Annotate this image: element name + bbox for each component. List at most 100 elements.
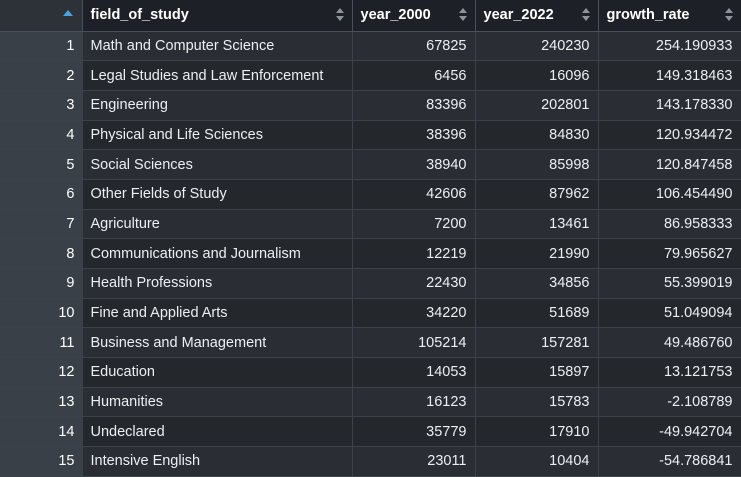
cell-field-of-study: Legal Studies and Law Enforcement xyxy=(82,60,353,91)
cell-growth-rate: -2.108789 xyxy=(598,387,741,418)
row-index: 4 xyxy=(0,120,83,151)
table-row[interactable]: 5 Social Sciences 38940 85998 120.847458 xyxy=(0,149,741,180)
cell-year-2022: 10404 xyxy=(475,446,599,477)
cell-year-2000: 42606 xyxy=(352,179,476,210)
table-row[interactable]: 12 Education 14053 15897 13.121753 xyxy=(0,357,741,388)
table-row[interactable]: 11 Business and Management 105214 157281… xyxy=(0,327,741,359)
cell-year-2022: 51689 xyxy=(475,298,599,329)
cell-growth-rate: 143.178330 xyxy=(598,90,741,121)
cell-growth-rate: 55.399019 xyxy=(598,268,741,299)
cell-growth-rate: 79.965627 xyxy=(598,238,741,269)
cell-year-2000: 67825 xyxy=(352,31,476,62)
table-row[interactable]: 6 Other Fields of Study 42606 87962 106.… xyxy=(0,179,741,210)
table-row[interactable]: 13 Humanities 16123 15783 -2.108789 xyxy=(0,387,741,418)
column-header-growth-rate[interactable]: growth_rate xyxy=(598,0,741,32)
cell-field-of-study: Undeclared xyxy=(82,416,353,448)
cell-year-2022: 34856 xyxy=(475,268,599,299)
column-header-label: field_of_study xyxy=(90,7,189,24)
cell-growth-rate: 13.121753 xyxy=(598,357,741,388)
row-index: 7 xyxy=(0,209,83,240)
cell-year-2022: 84830 xyxy=(475,120,599,151)
sort-toggle-icon[interactable] xyxy=(581,8,590,22)
column-header-label: year_2000 xyxy=(360,7,431,24)
cell-field-of-study: Agriculture xyxy=(82,209,353,240)
cell-year-2022: 16096 xyxy=(475,60,599,91)
table-body: 1 Math and Computer Science 67825 240230… xyxy=(0,31,741,477)
sort-ascending-icon xyxy=(63,10,73,16)
cell-year-2022: 15897 xyxy=(475,357,599,388)
cell-year-2022: 157281 xyxy=(475,327,599,359)
table-row[interactable]: 4 Physical and Life Sciences 38396 84830… xyxy=(0,120,741,151)
table-row[interactable]: 3 Engineering 83396 202801 143.178330 xyxy=(0,90,741,121)
cell-growth-rate: 149.318463 xyxy=(598,60,741,91)
cell-year-2000: 6456 xyxy=(352,60,476,91)
cell-growth-rate: 86.958333 xyxy=(598,209,741,240)
cell-year-2022: 85998 xyxy=(475,149,599,180)
row-index: 8 xyxy=(0,238,83,269)
cell-field-of-study: Health Professions xyxy=(82,268,353,299)
row-index: 6 xyxy=(0,179,83,210)
cell-field-of-study: Fine and Applied Arts xyxy=(82,298,353,329)
cell-year-2000: 38940 xyxy=(352,149,476,180)
cell-year-2000: 22430 xyxy=(352,268,476,299)
cell-growth-rate: 120.934472 xyxy=(598,120,741,151)
row-index: 12 xyxy=(0,357,83,388)
sort-toggle-icon[interactable] xyxy=(724,8,733,22)
cell-growth-rate: 49.486760 xyxy=(598,327,741,359)
cell-field-of-study: Business and Management xyxy=(82,327,353,359)
cell-year-2000: 38396 xyxy=(352,120,476,151)
column-header-year-2022[interactable]: year_2022 xyxy=(475,0,599,32)
row-index: 5 xyxy=(0,149,83,180)
cell-year-2022: 240230 xyxy=(475,31,599,62)
cell-field-of-study: Engineering xyxy=(82,90,353,121)
cell-year-2022: 87962 xyxy=(475,179,599,210)
column-header-label: year_2022 xyxy=(483,7,554,24)
row-index: 10 xyxy=(0,298,83,329)
table-row[interactable]: 10 Fine and Applied Arts 34220 51689 51.… xyxy=(0,298,741,329)
cell-growth-rate: 120.847458 xyxy=(598,149,741,180)
row-index: 15 xyxy=(0,446,83,477)
cell-year-2000: 105214 xyxy=(352,327,476,359)
cell-field-of-study: Physical and Life Sciences xyxy=(82,120,353,151)
cell-year-2000: 23011 xyxy=(352,446,476,477)
cell-field-of-study: Math and Computer Science xyxy=(82,31,353,62)
column-header-label: growth_rate xyxy=(606,7,690,24)
table-row[interactable]: 7 Agriculture 7200 13461 86.958333 xyxy=(0,209,741,240)
column-header-field-of-study[interactable]: field_of_study xyxy=(82,0,353,32)
cell-field-of-study: Other Fields of Study xyxy=(82,179,353,210)
column-header-index[interactable] xyxy=(0,0,83,32)
cell-year-2022: 17910 xyxy=(475,416,599,448)
table-header: field_of_study year_2000 year_2022 growt… xyxy=(0,0,741,32)
table-row[interactable]: 1 Math and Computer Science 67825 240230… xyxy=(0,31,741,62)
cell-growth-rate: 254.190933 xyxy=(598,31,741,62)
cell-growth-rate: 51.049094 xyxy=(598,298,741,329)
cell-year-2022: 202801 xyxy=(475,90,599,121)
table-row[interactable]: 9 Health Professions 22430 34856 55.3990… xyxy=(0,268,741,299)
cell-growth-rate: 106.454490 xyxy=(598,179,741,210)
table-row[interactable]: 15 Intensive English 23011 10404 -54.786… xyxy=(0,446,741,477)
row-index: 1 xyxy=(0,31,83,62)
table-row[interactable]: 14 Undeclared 35779 17910 -49.942704 xyxy=(0,416,741,448)
cell-growth-rate: -49.942704 xyxy=(598,416,741,448)
cell-field-of-study: Intensive English xyxy=(82,446,353,477)
column-header-year-2000[interactable]: year_2000 xyxy=(352,0,476,32)
cell-field-of-study: Humanities xyxy=(82,387,353,418)
cell-year-2000: 7200 xyxy=(352,209,476,240)
cell-growth-rate: -54.786841 xyxy=(598,446,741,477)
cell-year-2000: 35779 xyxy=(352,416,476,448)
sort-toggle-icon[interactable] xyxy=(458,8,467,22)
cell-field-of-study: Communications and Journalism xyxy=(82,238,353,269)
cell-year-2000: 14053 xyxy=(352,357,476,388)
header-row: field_of_study year_2000 year_2022 growt… xyxy=(0,0,741,32)
cell-year-2022: 21990 xyxy=(475,238,599,269)
cell-year-2000: 12219 xyxy=(352,238,476,269)
table-row[interactable]: 8 Communications and Journalism 12219 21… xyxy=(0,238,741,269)
row-index: 14 xyxy=(0,416,83,448)
sort-toggle-icon[interactable] xyxy=(335,8,344,22)
cell-year-2022: 13461 xyxy=(475,209,599,240)
cell-year-2000: 83396 xyxy=(352,90,476,121)
table-row[interactable]: 2 Legal Studies and Law Enforcement 6456… xyxy=(0,60,741,91)
row-index: 3 xyxy=(0,90,83,121)
row-index: 9 xyxy=(0,268,83,299)
